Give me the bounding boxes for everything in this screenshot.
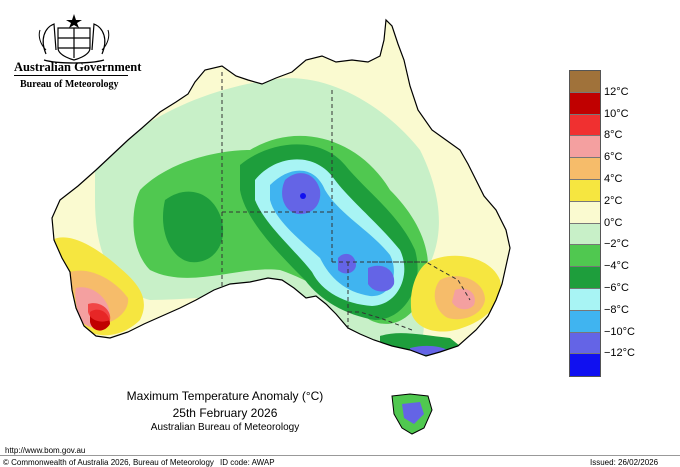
legend-label: −2°C [604, 238, 629, 251]
government-title: Australian Government [14, 60, 142, 74]
map-title: Maximum Temperature Anomaly (°C) [126, 389, 324, 403]
legend-label: 10°C [604, 107, 629, 120]
legend-label: 6°C [604, 151, 623, 164]
map-date: 25th February 2026 [172, 406, 278, 420]
legend-label: 12°C [604, 85, 629, 98]
legend-label: −6°C [604, 282, 629, 294]
legend-label: −4°C [604, 260, 629, 273]
coat-of-arms-icon [38, 14, 110, 64]
bureau-title: Bureau of Meteorology [20, 79, 119, 90]
legend-swatch [570, 223, 600, 246]
legend-label: −10°C [604, 325, 636, 338]
legend-label: 2°C [604, 194, 623, 207]
header-divider [14, 75, 128, 76]
footer-copyright: © Commonwealth of Australia 2026, Bureau… [3, 458, 214, 467]
legend-swatch [570, 92, 600, 115]
legend-swatch [570, 267, 600, 289]
legend-label: −12°C [604, 347, 636, 360]
legend-swatch [570, 158, 600, 180]
legend-swatch [570, 136, 600, 159]
legend-swatch [570, 71, 600, 93]
legend-swatch [570, 245, 600, 268]
legend-label: 4°C [604, 173, 623, 185]
legend-swatch [570, 288, 600, 311]
legend-swatch [570, 201, 600, 224]
footer-issued: Issued: 26/02/2026 [590, 458, 659, 467]
legend-swatch [570, 179, 600, 202]
legend-swatch [570, 310, 600, 333]
legend-label: 0°C [604, 216, 623, 229]
legend-label: 8°C [604, 129, 623, 142]
legend-swatch [570, 114, 600, 137]
footer-url[interactable]: http://www.bom.gov.au [5, 446, 86, 455]
legend-swatch [570, 332, 600, 355]
color-legend [569, 70, 601, 378]
legend-label: −8°C [604, 303, 629, 316]
footer-divider [0, 455, 680, 456]
map-source: Australian Bureau of Meteorology [150, 422, 300, 433]
legend-swatch [570, 354, 600, 377]
footer-id-code: ID code: AWAP [220, 458, 275, 467]
